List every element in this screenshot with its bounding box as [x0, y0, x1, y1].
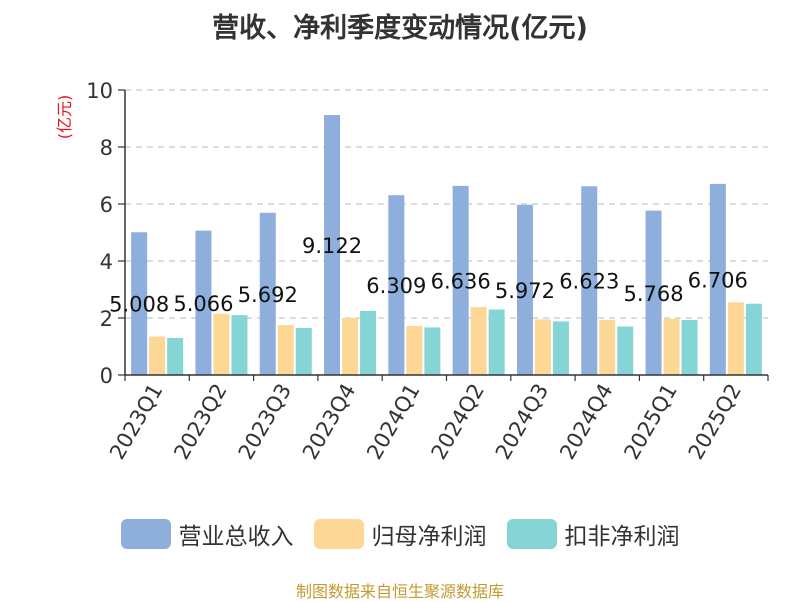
bar-2-2025Q1 — [681, 319, 698, 375]
data-label: 5.008 — [109, 293, 169, 317]
legend-swatch — [120, 519, 171, 549]
bar-1-2025Q2 — [727, 302, 744, 375]
bar-0-2023Q3 — [259, 212, 276, 375]
bar-0-2025Q2 — [709, 183, 726, 375]
legend-item[interactable]: 归母净利润 — [313, 517, 487, 551]
y-tick-label: 10 — [86, 79, 113, 103]
source-note: 制图数据来自恒生聚源数据库 — [295, 582, 504, 601]
x-tick-label: 2023Q4 — [298, 380, 360, 464]
bar-2-2023Q2 — [231, 315, 248, 375]
bar-0-2025Q1 — [645, 210, 662, 375]
x-tick-label: 2025Q2 — [684, 380, 746, 464]
bar-1-2025Q1 — [663, 318, 680, 375]
bar-1-2023Q4 — [342, 318, 359, 375]
bar-1-2024Q4 — [599, 319, 616, 375]
bar-0-2024Q3 — [516, 204, 533, 375]
x-tick-label: 2023Q1 — [105, 380, 167, 464]
y-tick-label: 2 — [100, 307, 113, 331]
x-tick-label: 2025Q1 — [619, 380, 681, 464]
data-label: 5.692 — [238, 283, 298, 307]
bar-2-2024Q3 — [552, 321, 569, 375]
bar-1-2024Q3 — [534, 319, 551, 375]
bar-0-2024Q2 — [452, 185, 469, 375]
data-label: 6.636 — [431, 269, 491, 293]
data-label: 5.972 — [495, 279, 555, 303]
data-label: 6.309 — [366, 274, 426, 298]
bar-2-2024Q2 — [488, 309, 505, 375]
x-tick-label: 2023Q3 — [234, 380, 296, 464]
bar-2-2024Q4 — [617, 326, 634, 375]
bar-1-2024Q1 — [406, 325, 423, 375]
y-tick-label: 0 — [100, 364, 113, 388]
bar-1-2023Q2 — [213, 313, 230, 375]
legend-swatch — [313, 519, 364, 549]
legend-label: 扣非净利润 — [564, 524, 680, 550]
x-tick-label: 2024Q3 — [491, 380, 553, 464]
data-label: 5.066 — [173, 292, 233, 316]
y-axis-label: (亿元) — [55, 95, 74, 140]
bar-0-2023Q1 — [131, 232, 148, 375]
bar-2-2023Q3 — [295, 327, 312, 375]
data-label: 9.122 — [302, 234, 362, 258]
y-tick-label: 6 — [100, 193, 113, 217]
chart-title: 营收、净利季度变动情况(亿元) — [212, 13, 588, 44]
legend-label: 营业总收入 — [178, 524, 294, 550]
bar-1-2023Q1 — [149, 336, 166, 375]
legend: 营业总收入 归母净利润 扣非净利润 — [0, 517, 800, 551]
bar-2-2024Q1 — [424, 327, 441, 375]
gridlines — [125, 89, 768, 319]
data-label: 6.623 — [559, 270, 619, 294]
x-tick-label: 2023Q2 — [169, 380, 231, 464]
x-tick-label: 2024Q1 — [362, 380, 424, 464]
bar-0-2023Q2 — [195, 230, 212, 375]
bar-0-2024Q1 — [388, 195, 405, 375]
bar-2-2023Q4 — [360, 310, 377, 375]
bars — [131, 115, 762, 375]
data-label: 5.768 — [623, 282, 683, 306]
x-tick-label: 2024Q4 — [555, 380, 617, 464]
bar-1-2023Q3 — [277, 325, 294, 375]
x-tick-label: 2024Q2 — [427, 380, 489, 464]
y-tick-label: 4 — [100, 250, 113, 274]
data-label: 6.706 — [688, 268, 748, 292]
bar-0-2023Q4 — [324, 115, 341, 375]
bar-0-2024Q4 — [581, 186, 598, 375]
bar-2-2025Q2 — [745, 303, 762, 375]
legend-item[interactable]: 营业总收入 — [120, 517, 294, 551]
bar-1-2024Q2 — [470, 307, 487, 375]
legend-swatch — [506, 519, 557, 549]
y-tick-label: 8 — [100, 136, 113, 160]
legend-label: 归母净利润 — [371, 524, 487, 550]
bar-2-2023Q1 — [167, 337, 184, 375]
legend-item[interactable]: 扣非净利润 — [506, 517, 680, 551]
